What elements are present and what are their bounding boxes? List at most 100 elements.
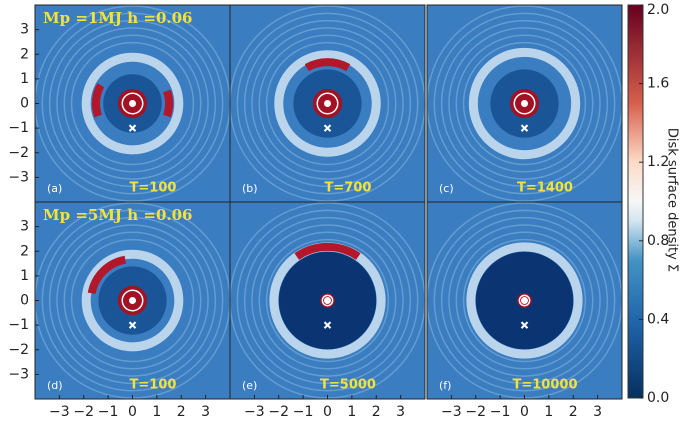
planet-marker	[128, 124, 137, 132]
x-tick-label: −2	[465, 404, 486, 420]
planet-marker	[520, 321, 529, 329]
panel-label: (c)	[439, 182, 454, 195]
panel-label: (d)	[47, 379, 63, 392]
x-tick-label: −1	[490, 404, 511, 420]
vortex-arc	[294, 242, 361, 260]
vortex-arc	[91, 83, 105, 118]
x-tick-label: 0	[520, 404, 529, 420]
ring	[440, 19, 609, 188]
vortex-arc	[304, 58, 351, 72]
core-ring	[518, 294, 531, 307]
x-tick-label: −1	[98, 404, 119, 420]
ring	[236, 209, 419, 392]
bright-band	[81, 52, 184, 155]
y-tick-label: 1	[20, 268, 29, 284]
y-tick-label: 2	[20, 243, 29, 259]
ring	[433, 12, 616, 195]
ring	[63, 34, 202, 173]
star	[324, 100, 331, 107]
ring	[56, 224, 209, 377]
ring	[41, 209, 224, 392]
star	[129, 297, 136, 304]
x-tick-label: −2	[268, 404, 289, 420]
ring	[251, 224, 404, 377]
colorbar-tick-label: 1.6	[647, 76, 669, 92]
x-tick-label: −3	[49, 404, 70, 420]
x-tick-label: 3	[593, 404, 602, 420]
colorbar-tick-label: 0.0	[647, 390, 669, 406]
ring	[455, 231, 594, 370]
y-tick-label: −3	[8, 366, 29, 382]
y-tick-label: −1	[8, 120, 29, 136]
panel	[230, 202, 425, 399]
ring	[230, 5, 425, 202]
panel	[230, 5, 425, 202]
y-tick-label: −1	[8, 317, 29, 333]
ring	[56, 27, 209, 180]
star	[521, 100, 528, 107]
y-tick-label: 2	[20, 46, 29, 62]
time-label: T=10000	[513, 378, 578, 393]
panel-label: (e)	[242, 379, 257, 392]
ring	[236, 12, 419, 195]
y-tick-label: 3	[20, 22, 29, 38]
x-tick-label: −3	[244, 404, 265, 420]
annotation: Mp =1MJ h =0.06	[43, 9, 192, 27]
bright-band	[81, 249, 184, 352]
planet-marker	[128, 321, 137, 329]
time-label: T=100	[130, 378, 177, 393]
ring	[258, 34, 397, 173]
panel-label: (a)	[47, 182, 62, 195]
x-tick-label: 1	[152, 404, 161, 420]
ring	[265, 238, 390, 363]
ring	[455, 34, 594, 173]
annotation: Mp =5MJ h =0.06	[43, 206, 192, 224]
panel	[35, 202, 230, 399]
x-tick-label: 1	[347, 404, 356, 420]
planet-marker	[323, 321, 332, 329]
ring	[251, 27, 404, 180]
ring	[462, 41, 587, 166]
x-tick-label: −1	[293, 404, 314, 420]
planet-marker	[323, 124, 332, 132]
panel	[427, 5, 622, 202]
colorbar-tick-label: 0.4	[647, 311, 669, 327]
bright-band	[466, 242, 583, 359]
x-tick-label: 3	[201, 404, 210, 420]
ring	[258, 231, 397, 370]
x-tick-label: 1	[544, 404, 553, 420]
ring	[448, 224, 601, 377]
x-tick-label: −3	[441, 404, 462, 420]
colorbar	[627, 4, 644, 399]
panel	[427, 202, 622, 399]
colorbar-tick-label: 2.0	[647, 2, 669, 18]
star	[521, 297, 528, 304]
x-tick-label: 2	[372, 404, 381, 420]
panel-label: (b)	[242, 182, 258, 195]
time-label: T=5000	[320, 378, 376, 393]
colorbar-label: Disk surface density Σ	[665, 128, 680, 272]
y-tick-label: −2	[8, 145, 29, 161]
vortex-arc	[87, 255, 127, 295]
y-tick-label: 0	[20, 293, 29, 309]
y-tick-label: −2	[8, 342, 29, 358]
y-tick-label: 0	[20, 96, 29, 112]
ring	[243, 19, 412, 188]
y-tick-label: 3	[20, 219, 29, 235]
x-tick-label: −2	[73, 404, 94, 420]
panel	[35, 5, 230, 202]
star	[129, 100, 136, 107]
x-tick-label: 3	[396, 404, 405, 420]
ring	[440, 216, 609, 385]
ring	[41, 12, 224, 195]
y-tick-label: 1	[20, 71, 29, 87]
core-ring	[316, 92, 339, 115]
ring	[70, 238, 195, 363]
time-label: T=100	[130, 181, 177, 196]
core-ring	[513, 92, 536, 115]
ring	[243, 216, 412, 385]
ring	[63, 231, 202, 370]
x-tick-label: 0	[323, 404, 332, 420]
ring	[48, 19, 217, 188]
